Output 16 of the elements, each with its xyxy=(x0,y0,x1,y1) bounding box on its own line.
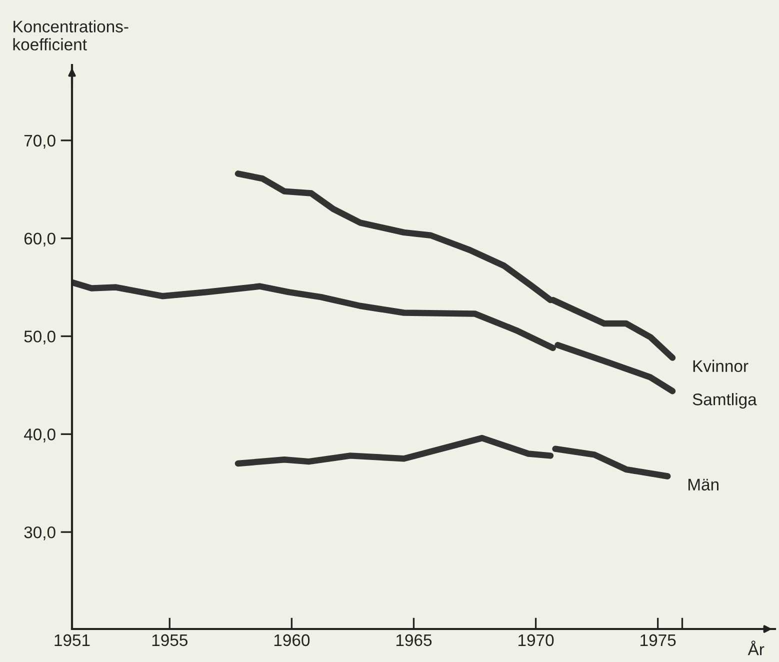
series-label: Samtliga xyxy=(692,393,757,409)
x-tick-label: 1970 xyxy=(518,634,554,646)
x-tick-label: 1960 xyxy=(274,634,310,646)
y-tick-label: 40,0 xyxy=(24,428,56,442)
x-axis-title: År xyxy=(748,640,764,656)
x-tick-label: 1975 xyxy=(640,634,676,646)
y-tick-label: 60,0 xyxy=(24,232,56,246)
y-axis-title: Koncentrations- koefficient xyxy=(13,20,128,50)
x-tick-label: 1955 xyxy=(152,634,188,646)
y-tick-label: 70,0 xyxy=(24,134,56,149)
series-label: Kvinnor xyxy=(693,360,748,372)
x-tick-label: 1965 xyxy=(396,634,432,646)
series-label: Män xyxy=(688,478,718,491)
y-tick-label: 30,0 xyxy=(24,526,56,540)
x-tick-label: 1951 xyxy=(54,634,90,646)
y-tick-label: 50,0 xyxy=(24,330,56,344)
